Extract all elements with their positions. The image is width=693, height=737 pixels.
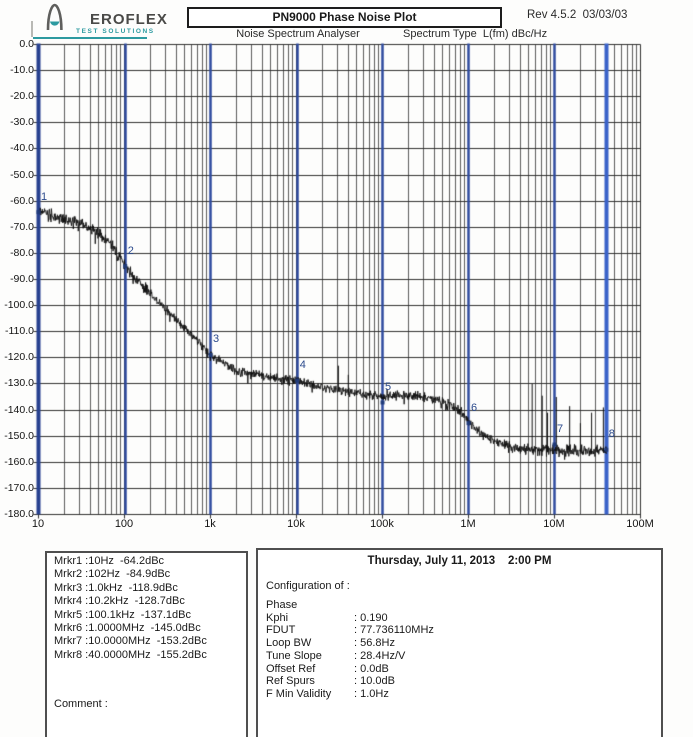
y-tick-label: -80.0 [10, 246, 34, 259]
config-row: Kphi : 0.190 [258, 612, 661, 625]
marker-list: Mrkr1 :10Hz -64.2dBc Mrkr2 :102Hz -84.9dB… [47, 553, 246, 662]
y-tick-label: -70.0 [10, 220, 34, 233]
marker-number-1: 1 [41, 190, 48, 203]
y-tick-label: -60.0 [10, 194, 34, 207]
y-tick-label: -50.0 [10, 168, 34, 181]
phase-noise-plot-canvas [0, 0, 693, 540]
y-tick-label: -120.0 [4, 351, 34, 364]
marker-row: Mrkr7 :10.0000MHz -153.2dBc [54, 635, 207, 648]
y-tick-label: -170.0 [4, 481, 34, 494]
config-label: Loop BW [266, 637, 312, 650]
config-label: F Min Validity [266, 687, 332, 700]
y-tick-label: -90.0 [10, 273, 34, 285]
x-tick-label: 10k [287, 518, 305, 530]
config-label: Ref Spurs [266, 675, 315, 688]
config-row: Phase [258, 599, 661, 612]
x-tick-label: 100M [626, 518, 654, 530]
marker-number-2: 2 [127, 244, 134, 257]
config-value: : 77.736110MHz [354, 624, 434, 637]
comment-label: Comment : [54, 698, 108, 710]
x-tick-label: 10 [31, 518, 45, 530]
marker-number-5: 5 [385, 380, 392, 393]
config-value: : 0.190 [354, 611, 388, 624]
marker-row: Mrkr6 :1.0000MHz -145.0dBc [54, 622, 201, 635]
marker-readout-box: Mrkr1 :10Hz -64.2dBc Mrkr2 :102Hz -84.9dB… [45, 551, 248, 737]
y-tick-label: -10.0 [10, 64, 34, 77]
x-tick-label: 1M [460, 518, 476, 530]
config-value: : 0.0dB [354, 662, 389, 675]
y-tick-label: -110.0 [5, 325, 34, 338]
y-tick-label: -30.0 [10, 116, 34, 129]
config-value: : 28.4Hz/V [354, 649, 406, 662]
configuration-box: Thursday, July 11, 2013 2:00 PM Configur… [256, 548, 663, 737]
x-tick-label: 10M [543, 518, 565, 530]
config-label: Phase [266, 599, 298, 611]
config-label: FDUT [266, 624, 296, 637]
config-heading: Configuration of : [266, 580, 350, 592]
y-tick-label: -20.0 [10, 90, 34, 103]
marker-number-6: 6 [471, 401, 478, 414]
x-tick-label: 100 [114, 518, 134, 530]
y-tick-label: -140.0 [4, 403, 34, 416]
config-label: Tune Slope [266, 649, 322, 662]
marker-row: Mrkr8 :40.0000MHz -155.2dBc [54, 648, 207, 661]
marker-row: Mrkr4 :10.2kHz -128.7dBc [54, 595, 185, 608]
config-value: : 10.0dB [354, 675, 395, 688]
y-tick-label: -150.0 [4, 429, 34, 442]
config-row: Loop BW : 56.8Hz [258, 637, 661, 650]
marker-number-4: 4 [299, 359, 306, 372]
y-tick-label: -40.0 [10, 142, 34, 155]
timestamp: Thursday, July 11, 2013 2:00 PM [367, 555, 552, 567]
marker-row: Mrkr1 :10Hz -64.2dBc [54, 555, 165, 567]
config-row: Offset Ref : 0.0dB [258, 663, 661, 676]
config-value: : 56.8Hz [354, 637, 395, 650]
marker-number-3: 3 [213, 333, 220, 346]
config-row: Ref Spurs : 10.0dB [258, 675, 661, 688]
config-row: Tune Slope : 28.4Hz/V [258, 650, 661, 663]
y-tick-label: -180.0 [4, 508, 34, 520]
config-rows: Phase Kphi: 0.190 FDUT: 77.736110MHz Loop B… [258, 599, 661, 701]
y-tick-label: -130.0 [4, 377, 34, 390]
config-row: F Min Validity : 1.0Hz [258, 688, 661, 701]
marker-row: Mrkr2 :102Hz -84.9dBc [54, 568, 171, 581]
config-label: Kphi [266, 611, 289, 624]
marker-row: Mrkr5 :100.1kHz -137.1dBc [54, 608, 191, 621]
config-row: FDUT : 77.736110MHz [258, 624, 661, 637]
marker-number-8: 8 [608, 428, 615, 441]
y-tick-label: -160.0 [4, 455, 34, 468]
y-tick-label: 0.0 [19, 38, 34, 50]
config-value: : 1.0Hz [354, 687, 389, 700]
y-tick-label: -100.0 [4, 299, 34, 312]
marker-number-7: 7 [557, 423, 564, 436]
x-tick-label: 100k [370, 518, 394, 530]
config-label: Offset Ref [266, 662, 316, 675]
marker-row: Mrkr3 :1.0kHz -118.9dBc [54, 581, 178, 594]
x-tick-label: 1k [204, 518, 216, 530]
